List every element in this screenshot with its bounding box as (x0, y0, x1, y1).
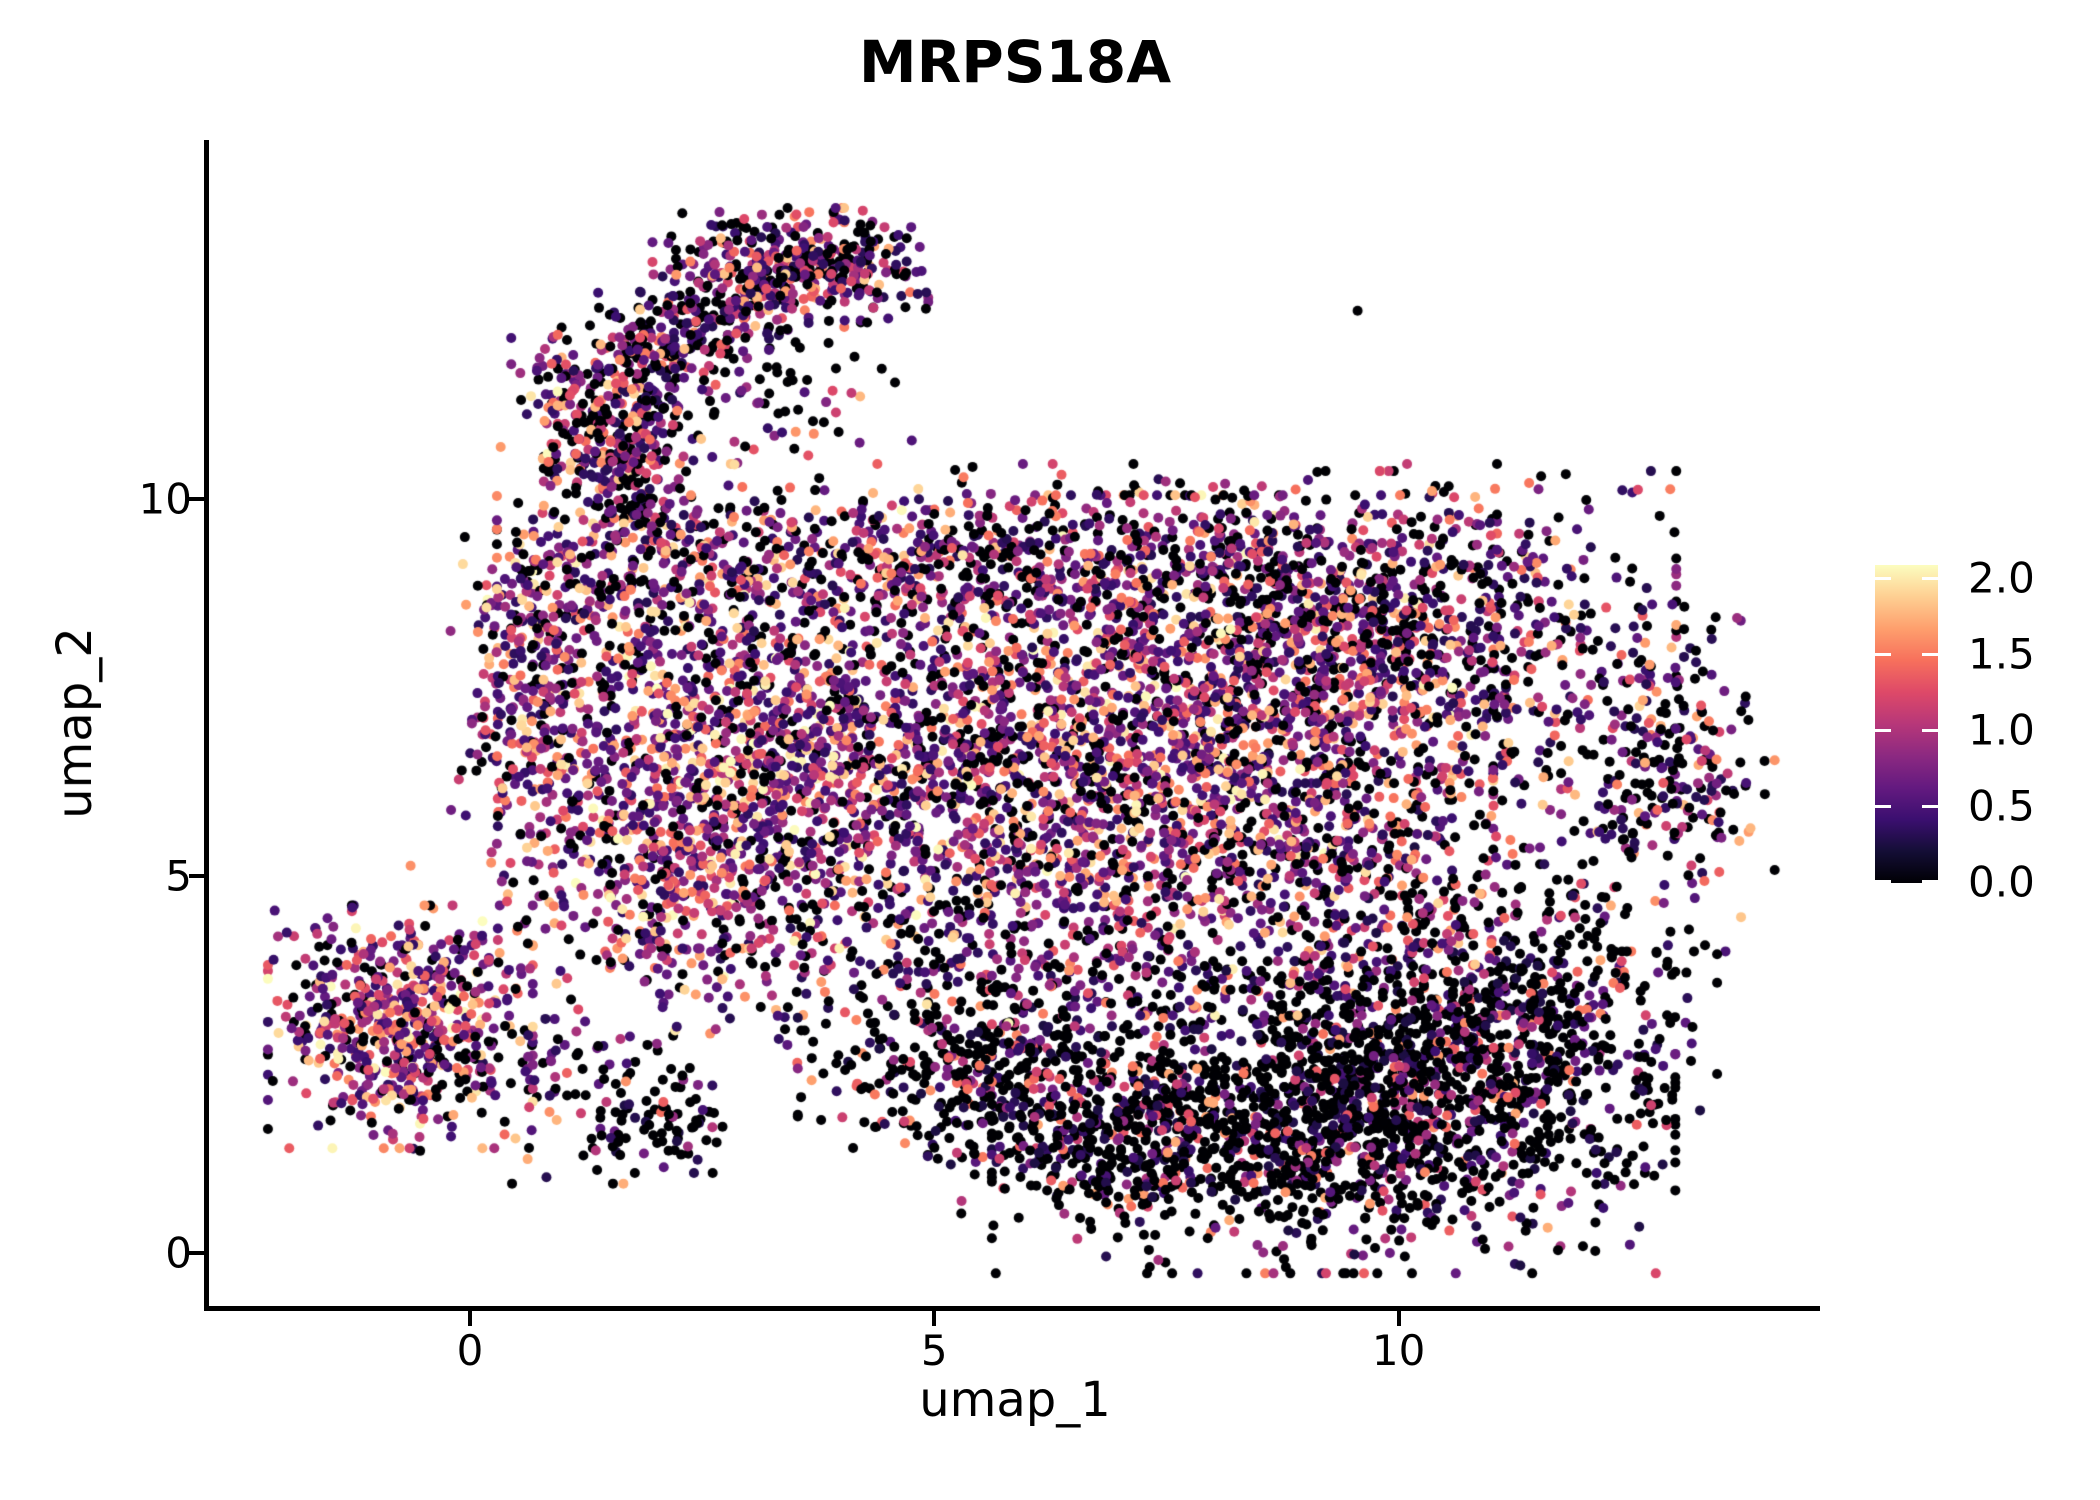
y-tick-label-0: 0 (165, 1228, 192, 1278)
legend-tick-label-1.5: 1.5 (1968, 629, 2035, 679)
x-tick-label-10: 10 (1371, 1326, 1426, 1375)
y-tick-label-10: 10 (138, 474, 192, 524)
x-axis-line (204, 1306, 1820, 1311)
x-axis-title: umap_1 (919, 1372, 1111, 1428)
x-tick-mark (1396, 1311, 1401, 1326)
x-tick-mark (468, 1311, 472, 1326)
legend-tick-label-0.0: 0.0 (1968, 857, 2035, 907)
colorbar-tick-dash (1875, 729, 1891, 733)
colorbar-tick-dash (1875, 805, 1891, 809)
y-tick-mark (189, 497, 204, 501)
colorbar-tick-dash (1922, 880, 1938, 883)
colorbar-tick-dash (1922, 805, 1938, 809)
legend-tick-label-0.5: 0.5 (1968, 781, 2035, 831)
y-tick-mark (189, 874, 204, 878)
colorbar-gradient (1875, 565, 1938, 883)
colorbar-tick-dash (1922, 577, 1938, 581)
y-tick-mark (189, 1251, 204, 1255)
y-axis-title: umap_2 (47, 627, 103, 819)
plot-title: MRPS18A (858, 28, 1172, 96)
x-tick-mark (932, 1311, 937, 1326)
colorbar-tick-dash (1875, 653, 1891, 657)
y-axis-line (204, 140, 209, 1311)
colorbar-tick-dash (1875, 880, 1891, 883)
colorbar-tick-dash (1875, 577, 1891, 581)
x-tick-label-0: 0 (456, 1326, 484, 1375)
x-tick-label-5: 5 (920, 1326, 948, 1375)
y-tick-label-5: 5 (165, 851, 192, 901)
colorbar-tick-dash (1922, 653, 1938, 657)
legend-tick-label-1.0: 1.0 (1968, 705, 2035, 755)
colorbar-tick-dash (1922, 729, 1938, 733)
legend-tick-label-2.0: 2.0 (1968, 553, 2035, 603)
